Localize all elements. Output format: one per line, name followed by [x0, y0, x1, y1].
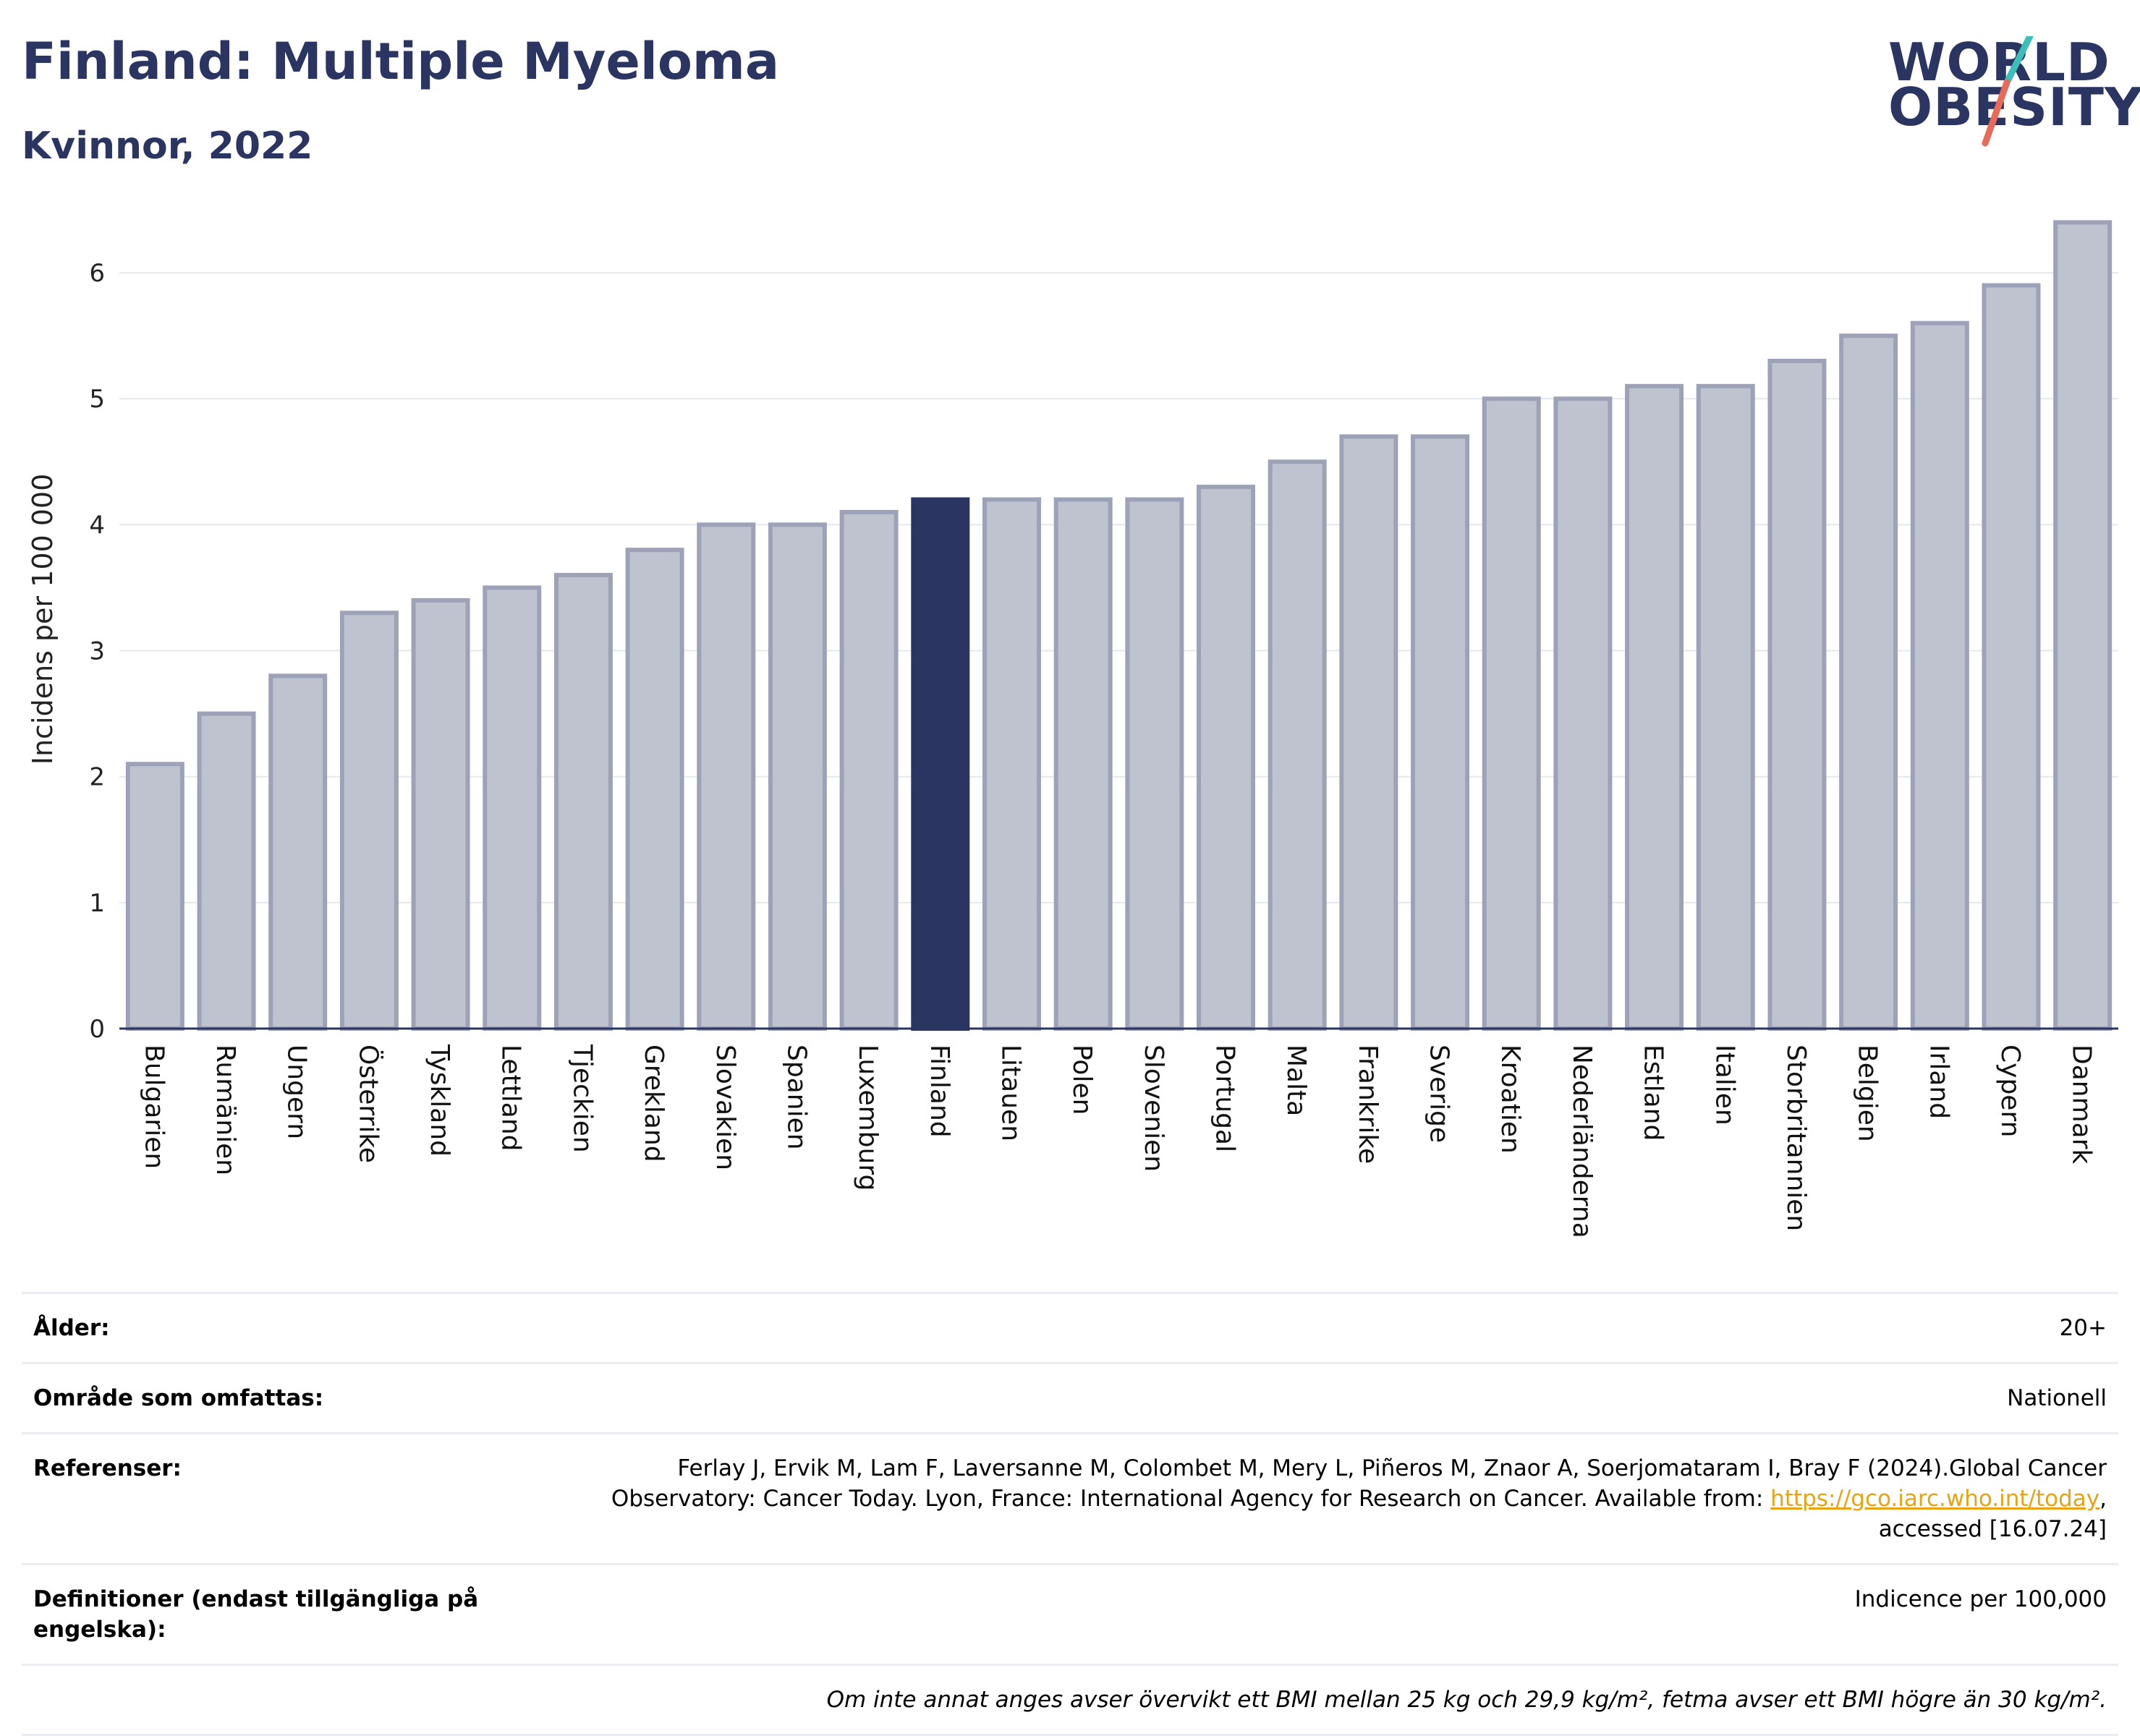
- y-tick-label: 2: [89, 763, 105, 792]
- info-row-references: Referenser: Ferlay J, Ervik M, Lam F, La…: [22, 1432, 2118, 1563]
- y-tick-label: 3: [89, 637, 105, 666]
- bar-italien: [1696, 383, 1755, 1031]
- bar-cypern: [1982, 283, 2041, 1031]
- info-row-definitions: Definitioner (endast tillgängliga på eng…: [22, 1563, 2118, 1664]
- area-label: Område som omfattas:: [33, 1385, 324, 1411]
- x-tick-label: Italien: [1710, 1044, 1739, 1126]
- references-label: Referenser:: [33, 1455, 182, 1481]
- info-row-age: Ålder: 20+: [22, 1292, 2118, 1362]
- y-tick-label: 4: [89, 511, 105, 540]
- references-link[interactable]: https://gco.iarc.who.int/today: [1770, 1486, 2100, 1512]
- x-tick-label: Frankrike: [1353, 1044, 1383, 1164]
- y-axis-label: Incidens per 100 000: [27, 474, 59, 765]
- x-tick-label: Slovakien: [710, 1044, 740, 1170]
- references-value: Ferlay J, Ervik M, Lam F, Laversanne M, …: [611, 1455, 2107, 1542]
- definitions-value: Indicence per 100,000: [1854, 1586, 2107, 1612]
- bar-tyskland: [411, 597, 470, 1031]
- bar-ungern: [268, 673, 328, 1031]
- references-text-2: Observatory: Cancer Today. Lyon, France:…: [611, 1486, 1764, 1512]
- world-obesity-logo[interactable]: WORLD OBESITY: [1888, 32, 2140, 152]
- bar-chart: 0 1 2 3 4 5 6 Incidens per 100 000 Bulgarien Rumä…: [27, 220, 2118, 1238]
- x-tick-label: Cypern: [1995, 1044, 2025, 1137]
- bar-luxemburg: [839, 509, 899, 1031]
- x-tick-label: Kroatien: [1495, 1044, 1525, 1154]
- bar-lettland: [483, 585, 542, 1031]
- x-tick-label: Spanien: [781, 1044, 811, 1150]
- y-tick-label: 5: [89, 385, 105, 414]
- bar-kroatien: [1482, 396, 1541, 1031]
- info-row-note: Om inte annat anges avser övervikt ett B…: [22, 1664, 2118, 1736]
- bar-tjeckien: [553, 573, 613, 1031]
- bar-nederländerna: [1553, 396, 1613, 1031]
- page-title: Finland: Multiple Myeloma: [22, 32, 780, 91]
- logo-line-1: WORLD: [1888, 32, 2110, 93]
- x-tick-label: Finland: [925, 1044, 954, 1138]
- x-tick-label: Luxemburg: [853, 1044, 883, 1191]
- bar-österrike: [339, 610, 399, 1031]
- bar-slovakien: [697, 522, 756, 1031]
- x-tick-label: Litauen: [995, 1044, 1025, 1141]
- age-label: Ålder:: [33, 1315, 110, 1341]
- references-text-3: accessed [16.07.24]: [1878, 1516, 2107, 1542]
- x-tick-label: Malta: [1281, 1044, 1311, 1116]
- area-value: Nationell: [2007, 1385, 2107, 1411]
- age-value: 20+: [2059, 1315, 2107, 1341]
- bar-bulgarien: [125, 762, 184, 1031]
- bar-slovenien: [1125, 497, 1184, 1031]
- x-tick-label: Polen: [1067, 1044, 1097, 1115]
- bar-polen: [1053, 497, 1113, 1031]
- bar-belgien: [1839, 333, 1898, 1031]
- x-tick-label: Lettland: [496, 1044, 526, 1152]
- bar-grekland: [625, 548, 684, 1031]
- y-tick-label: 6: [89, 259, 105, 288]
- bar-irland: [1910, 320, 1969, 1031]
- page-subtitle: Kvinnor, 2022: [22, 124, 313, 168]
- bar-estland: [1625, 383, 1684, 1031]
- x-tick-label: Estland: [1639, 1044, 1668, 1141]
- bar-storbritannien: [1767, 358, 1827, 1031]
- y-tick-label: 1: [89, 889, 105, 918]
- x-tick-label: Irland: [1924, 1044, 1953, 1119]
- bar-finland: [911, 497, 970, 1031]
- x-tick-label: Portugal: [1210, 1044, 1240, 1152]
- x-tick-label: Grekland: [639, 1044, 668, 1162]
- bar-sverige: [1411, 434, 1470, 1031]
- y-tick-label: 0: [89, 1015, 105, 1044]
- bmi-note: Om inte annat anges avser övervikt ett B…: [826, 1687, 2107, 1713]
- info-row-area: Område som omfattas: Nationell: [22, 1362, 2118, 1432]
- x-tick-label: Ungern: [282, 1044, 312, 1139]
- logo-slash-icon: [1982, 36, 2034, 147]
- x-tick-label: Storbritannien: [1781, 1044, 1811, 1231]
- bar-malta: [1268, 459, 1327, 1031]
- logo-line-2: OBESITY: [1888, 77, 2140, 137]
- x-tick-label: Danmark: [2067, 1044, 2097, 1165]
- x-tick-label: Tjeckien: [567, 1044, 597, 1153]
- bar-danmark: [2053, 220, 2113, 1031]
- x-tick-label: Bulgarien: [139, 1044, 169, 1169]
- definitions-label: Definitioner (endast tillgängliga på eng…: [33, 1586, 479, 1643]
- x-tick-label: Tyskland: [425, 1044, 454, 1157]
- info-table: Ålder: 20+ Område som omfattas: Nationel…: [22, 1292, 2118, 1736]
- x-tick-label: Sverige: [1424, 1044, 1454, 1143]
- x-tick-label: Nederländerna: [1567, 1044, 1597, 1238]
- x-tick-label: Slovenien: [1139, 1044, 1168, 1172]
- x-tick-label: Belgien: [1853, 1044, 1882, 1142]
- x-tick-label: Österrike: [353, 1044, 383, 1163]
- bar-rumänien: [197, 711, 256, 1031]
- bar-spanien: [768, 522, 827, 1031]
- bar-frankrike: [1339, 434, 1398, 1031]
- bar-portugal: [1197, 485, 1256, 1031]
- bar-litauen: [982, 497, 1041, 1031]
- x-tick-label: Rumänien: [211, 1044, 240, 1175]
- references-text-1: Ferlay J, Ervik M, Lam F, Laversanne M, …: [677, 1455, 2107, 1481]
